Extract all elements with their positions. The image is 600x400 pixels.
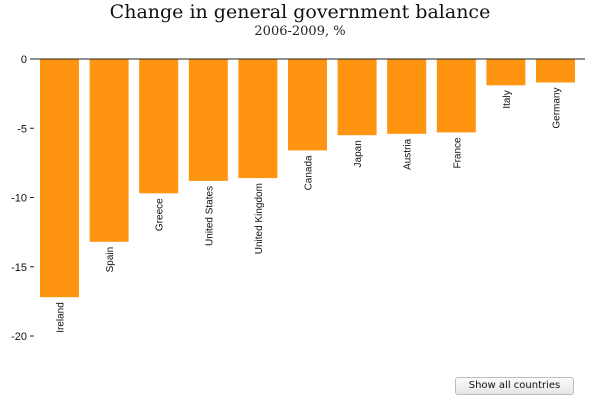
category-label-spain: Spain <box>105 247 116 273</box>
category-label-japan: Japan <box>353 140 364 167</box>
show-all-countries-button[interactable]: Show all countries <box>455 377 574 395</box>
y-tick-label: -20 <box>11 331 27 343</box>
category-label-ireland: Ireland <box>56 302 67 333</box>
category-label-united-states: United States <box>204 186 215 246</box>
y-tick-label: -15 <box>11 262 27 274</box>
category-label-austria: Austria <box>403 138 414 170</box>
bar-greece[interactable] <box>139 59 179 194</box>
category-label-greece: Greece <box>155 198 166 231</box>
category-label-italy: Italy <box>502 90 513 108</box>
chart-title: Change in general government balance <box>109 1 491 23</box>
bar-united-kingdom[interactable] <box>238 59 278 179</box>
y-axis: 0 -5 -10 -15 -20 <box>11 54 585 343</box>
chart-subtitle: 2006-2009, % <box>254 24 346 39</box>
category-label-germany: Germany <box>552 88 563 129</box>
bar-canada[interactable] <box>288 59 327 151</box>
bar-united-states[interactable] <box>188 59 228 181</box>
bar-japan[interactable] <box>337 59 377 136</box>
category-label-france: France <box>452 137 463 169</box>
category-labels-layer: Ireland Spain Greece United States United Ki… <box>56 88 563 333</box>
bar-spain[interactable] <box>89 59 129 242</box>
bar-austria[interactable] <box>387 59 427 134</box>
y-tick-label: -10 <box>11 193 27 205</box>
bar-france[interactable] <box>436 59 476 133</box>
bar-italy[interactable] <box>486 59 526 86</box>
category-label-united-kingdom: United Kingdom <box>254 183 265 254</box>
y-tick-label: 0 <box>21 54 27 66</box>
category-label-canada: Canada <box>304 155 315 190</box>
bar-germany[interactable] <box>536 59 575 83</box>
y-tick-label: -5 <box>17 123 27 135</box>
bar-ireland[interactable] <box>40 59 79 298</box>
bars-layer <box>40 59 575 298</box>
